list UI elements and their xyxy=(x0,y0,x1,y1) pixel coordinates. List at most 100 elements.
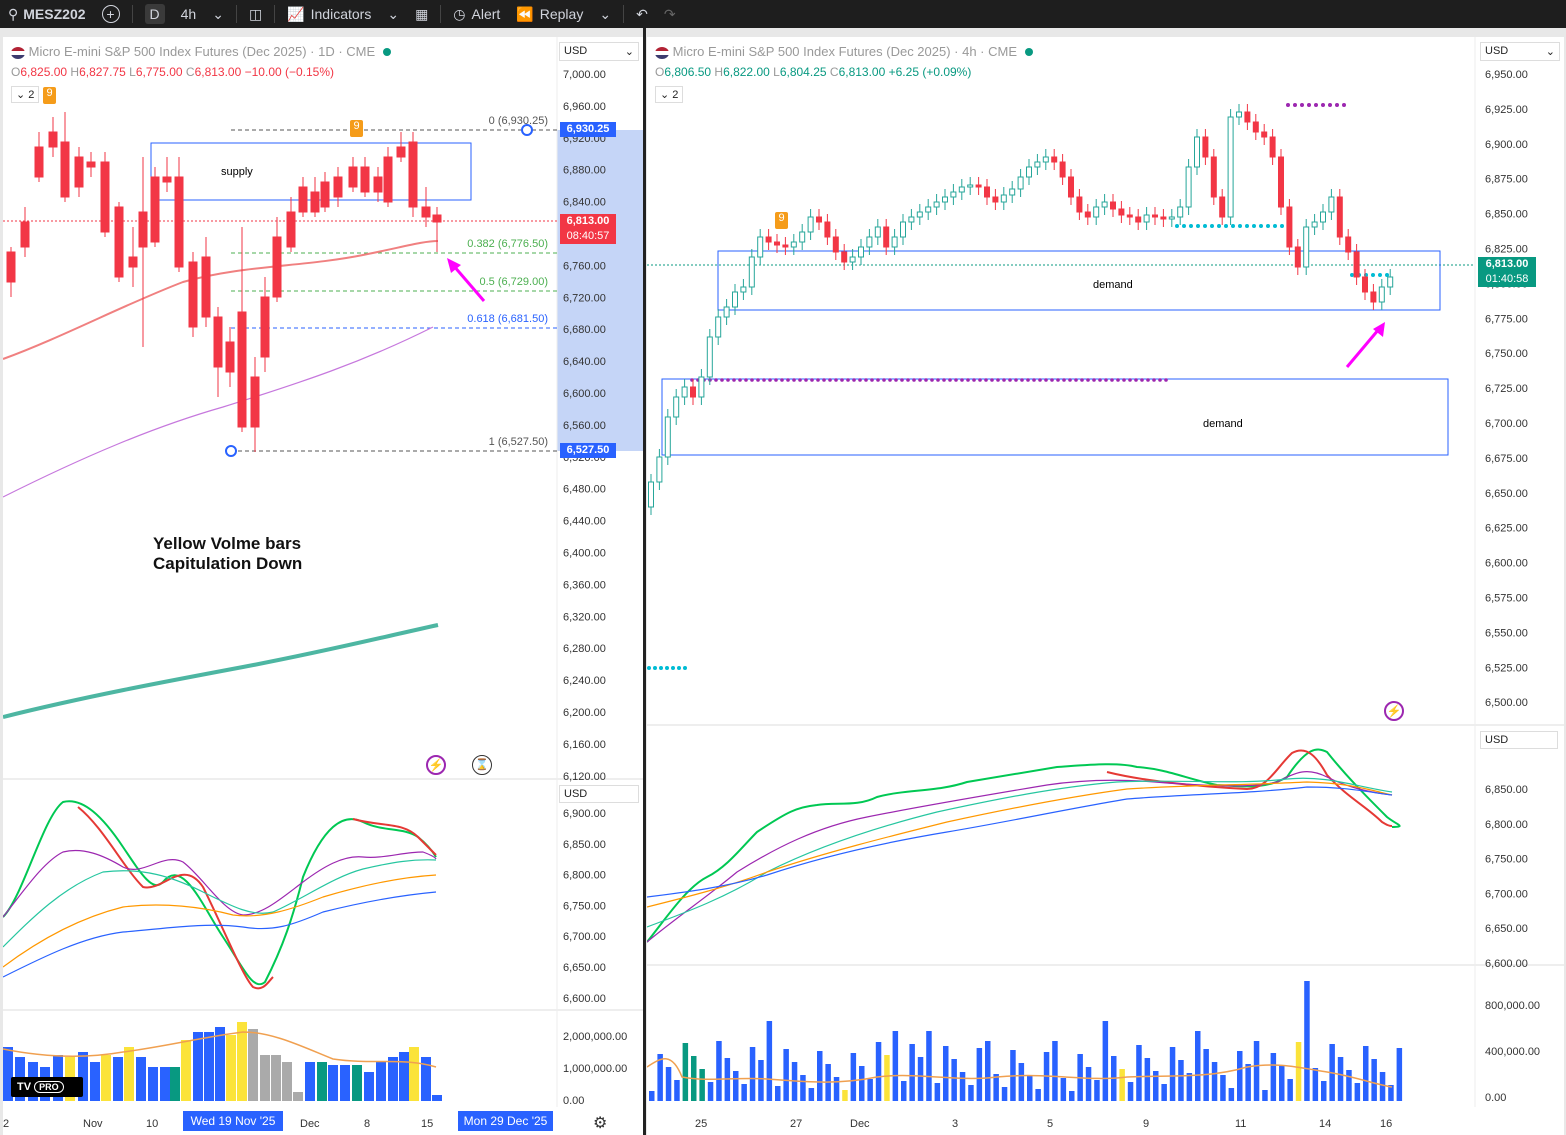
dotted-level xyxy=(1008,378,1012,382)
dotted-level xyxy=(1286,103,1290,107)
osc-currency[interactable]: USD xyxy=(559,785,639,803)
magenta-arrow xyxy=(1345,322,1385,368)
price-tick-label: 6,950.00 xyxy=(1485,69,1528,81)
layer-toggle[interactable]: ⌄ 2 xyxy=(11,86,40,103)
dotted-level xyxy=(1164,378,1168,382)
time-tick-label: 5 xyxy=(1047,1118,1053,1130)
demand-zone-box-1[interactable] xyxy=(717,250,1441,311)
pane-divider[interactable] xyxy=(643,28,646,1135)
interval-4h-button[interactable]: 4h xyxy=(173,0,205,28)
fib-level-label: 0.618 (6,681.50) xyxy=(467,313,548,325)
volume-bar xyxy=(901,1081,907,1101)
volume-bar xyxy=(867,1079,873,1101)
dotted-level xyxy=(1378,273,1382,277)
fib-anchor-bottom[interactable] xyxy=(225,445,237,457)
undo-button[interactable]: ↶ xyxy=(628,0,656,28)
price-tick-label: 6,675.00 xyxy=(1485,453,1528,465)
annotation-text[interactable]: Yellow Volme bars Capitulation Down xyxy=(153,534,302,574)
currency-select[interactable]: USD ⌄ xyxy=(559,42,639,61)
candle-body xyxy=(383,156,393,203)
volume-bar xyxy=(305,1062,315,1101)
interval-d-button[interactable]: D xyxy=(137,0,173,28)
dotted-level xyxy=(762,378,766,382)
volume-bar xyxy=(1279,1066,1285,1101)
right-chart-pane[interactable]: 6,950.00 6,925.00 6,900.00 6,875.00 6,850.00… xyxy=(647,37,1564,1135)
dotted-level xyxy=(665,666,669,670)
candle-body xyxy=(310,191,320,213)
dotted-level xyxy=(984,378,988,382)
volume-bar xyxy=(1027,1076,1033,1101)
dotted-level xyxy=(798,378,802,382)
redo-button[interactable]: ↷ xyxy=(656,0,684,28)
replay-dropdown[interactable]: ⌄ xyxy=(591,0,619,28)
candle-body xyxy=(866,236,873,248)
chart-type-button[interactable]: ◫ xyxy=(241,0,270,28)
dotted-level xyxy=(1134,378,1138,382)
left-chart-pane[interactable]: 7,000.00 6,960.00 6,920.00 6,880.00 6,840.00… xyxy=(3,37,643,1135)
osc-currency[interactable]: USD xyxy=(1480,731,1558,749)
volume-bar xyxy=(1337,1057,1344,1101)
add-symbol-button[interactable]: + xyxy=(94,0,128,28)
bar-countdown: 01:40:58 xyxy=(1485,273,1529,285)
dotted-level xyxy=(1152,378,1156,382)
dotted-level xyxy=(1385,273,1389,277)
annotation-line-2: Capitulation Down xyxy=(153,554,303,573)
ohlc-open: 6,806.50 xyxy=(664,65,712,79)
dotted-level xyxy=(876,378,880,382)
alert-button[interactable]: ◷ Alert xyxy=(445,0,508,28)
layer-toggle[interactable]: ⌄ 2 xyxy=(655,86,684,103)
candle-body xyxy=(883,226,890,248)
volume-bar xyxy=(859,1066,865,1101)
hourglass-icon[interactable]: ⌛ xyxy=(472,755,492,775)
replay-label: Replay xyxy=(539,6,584,22)
candle-body xyxy=(333,176,343,198)
currency-select[interactable]: USD ⌄ xyxy=(1480,42,1560,61)
layer-count: 2 xyxy=(672,89,679,101)
candle-body xyxy=(74,156,84,188)
replay-button[interactable]: ⏪ Replay xyxy=(508,0,591,28)
demand-zone-box-2[interactable] xyxy=(661,378,1449,456)
dotted-level xyxy=(1175,224,1179,228)
left-legend-title[interactable]: Micro E-mini S&P 500 Index Futures (Dec … xyxy=(11,44,391,59)
dotted-level xyxy=(1038,378,1042,382)
symbol-search[interactable]: ⚲ MESZ202 xyxy=(0,0,94,28)
tradingview-logo[interactable]: TV PRO xyxy=(11,1077,83,1097)
indicators-dropdown[interactable]: ⌄ xyxy=(379,0,407,28)
dotted-level xyxy=(1342,103,1346,107)
price-tick-label: 6,160.00 xyxy=(563,739,606,751)
layout-button[interactable]: ▦ xyxy=(407,0,436,28)
fib-anchor-top[interactable] xyxy=(521,124,533,136)
time-tick-label: Dec xyxy=(850,1118,870,1130)
candle-body xyxy=(832,236,839,253)
volume-bar xyxy=(1001,1087,1008,1101)
volume-bar xyxy=(376,1062,386,1101)
dotted-level xyxy=(810,378,814,382)
candle-body xyxy=(1286,206,1293,248)
candle-body xyxy=(698,376,705,398)
right-legend-title[interactable]: Micro E-mini S&P 500 Index Futures (Dec … xyxy=(655,44,1033,59)
volume-bar xyxy=(271,1055,281,1101)
candle-body xyxy=(1084,211,1091,218)
snapshot-icon[interactable]: ⚡ xyxy=(1384,701,1404,721)
interval-dropdown[interactable]: ⌄ xyxy=(204,0,232,28)
candle-body xyxy=(908,216,915,223)
volume-bar xyxy=(1253,1041,1260,1101)
volume-bar xyxy=(1228,1088,1235,1101)
right-chart-svg[interactable]: 6,950.00 6,925.00 6,900.00 6,875.00 6,850.00… xyxy=(647,37,1564,1135)
settings-gear-icon[interactable]: ⚙ xyxy=(593,1115,608,1132)
indicators-icon: 📈 xyxy=(287,5,305,22)
indicators-button[interactable]: 📈 Indicators xyxy=(279,0,379,28)
volume-bar xyxy=(1220,1075,1226,1101)
candle-body xyxy=(1269,136,1276,158)
price-tick-label: 6,775.00 xyxy=(1485,313,1528,325)
candle-body xyxy=(1143,214,1150,223)
left-chart-title: Micro E-mini S&P 500 Index Futures (Dec … xyxy=(28,44,376,59)
dotted-level xyxy=(677,666,681,670)
dotted-level xyxy=(1293,103,1297,107)
supply-zone-box[interactable] xyxy=(150,142,472,201)
ma-purple-line xyxy=(3,326,434,498)
snapshot-icon[interactable]: ⚡ xyxy=(426,755,446,775)
divider xyxy=(274,5,276,23)
candle-body xyxy=(421,206,431,218)
left-chart-svg[interactable]: 7,000.006,960.006,920.006,880.006,840.00… xyxy=(3,37,643,1135)
